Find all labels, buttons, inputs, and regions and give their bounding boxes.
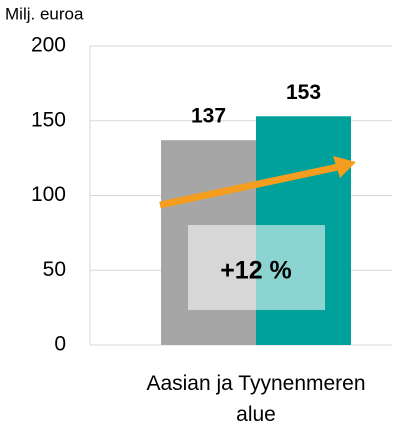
trend-arrow <box>159 163 339 209</box>
y-tick-label: 200 <box>31 34 66 57</box>
y-tick-label: 0 <box>54 333 66 356</box>
data-label: 137 <box>191 105 226 128</box>
annotation-box <box>188 225 325 310</box>
data-label: 153 <box>286 81 321 104</box>
x-tick-label: Aasian ja Tyynenmeren alue <box>146 372 366 426</box>
y-tick-label: 50 <box>43 258 66 281</box>
y-tick-label: 150 <box>31 108 66 131</box>
annotation: +12 % <box>220 257 292 285</box>
y-axis-label: Milj. euroa <box>5 4 84 23</box>
y-tick-label: 100 <box>31 183 66 206</box>
trend-arrowhead <box>333 156 356 178</box>
